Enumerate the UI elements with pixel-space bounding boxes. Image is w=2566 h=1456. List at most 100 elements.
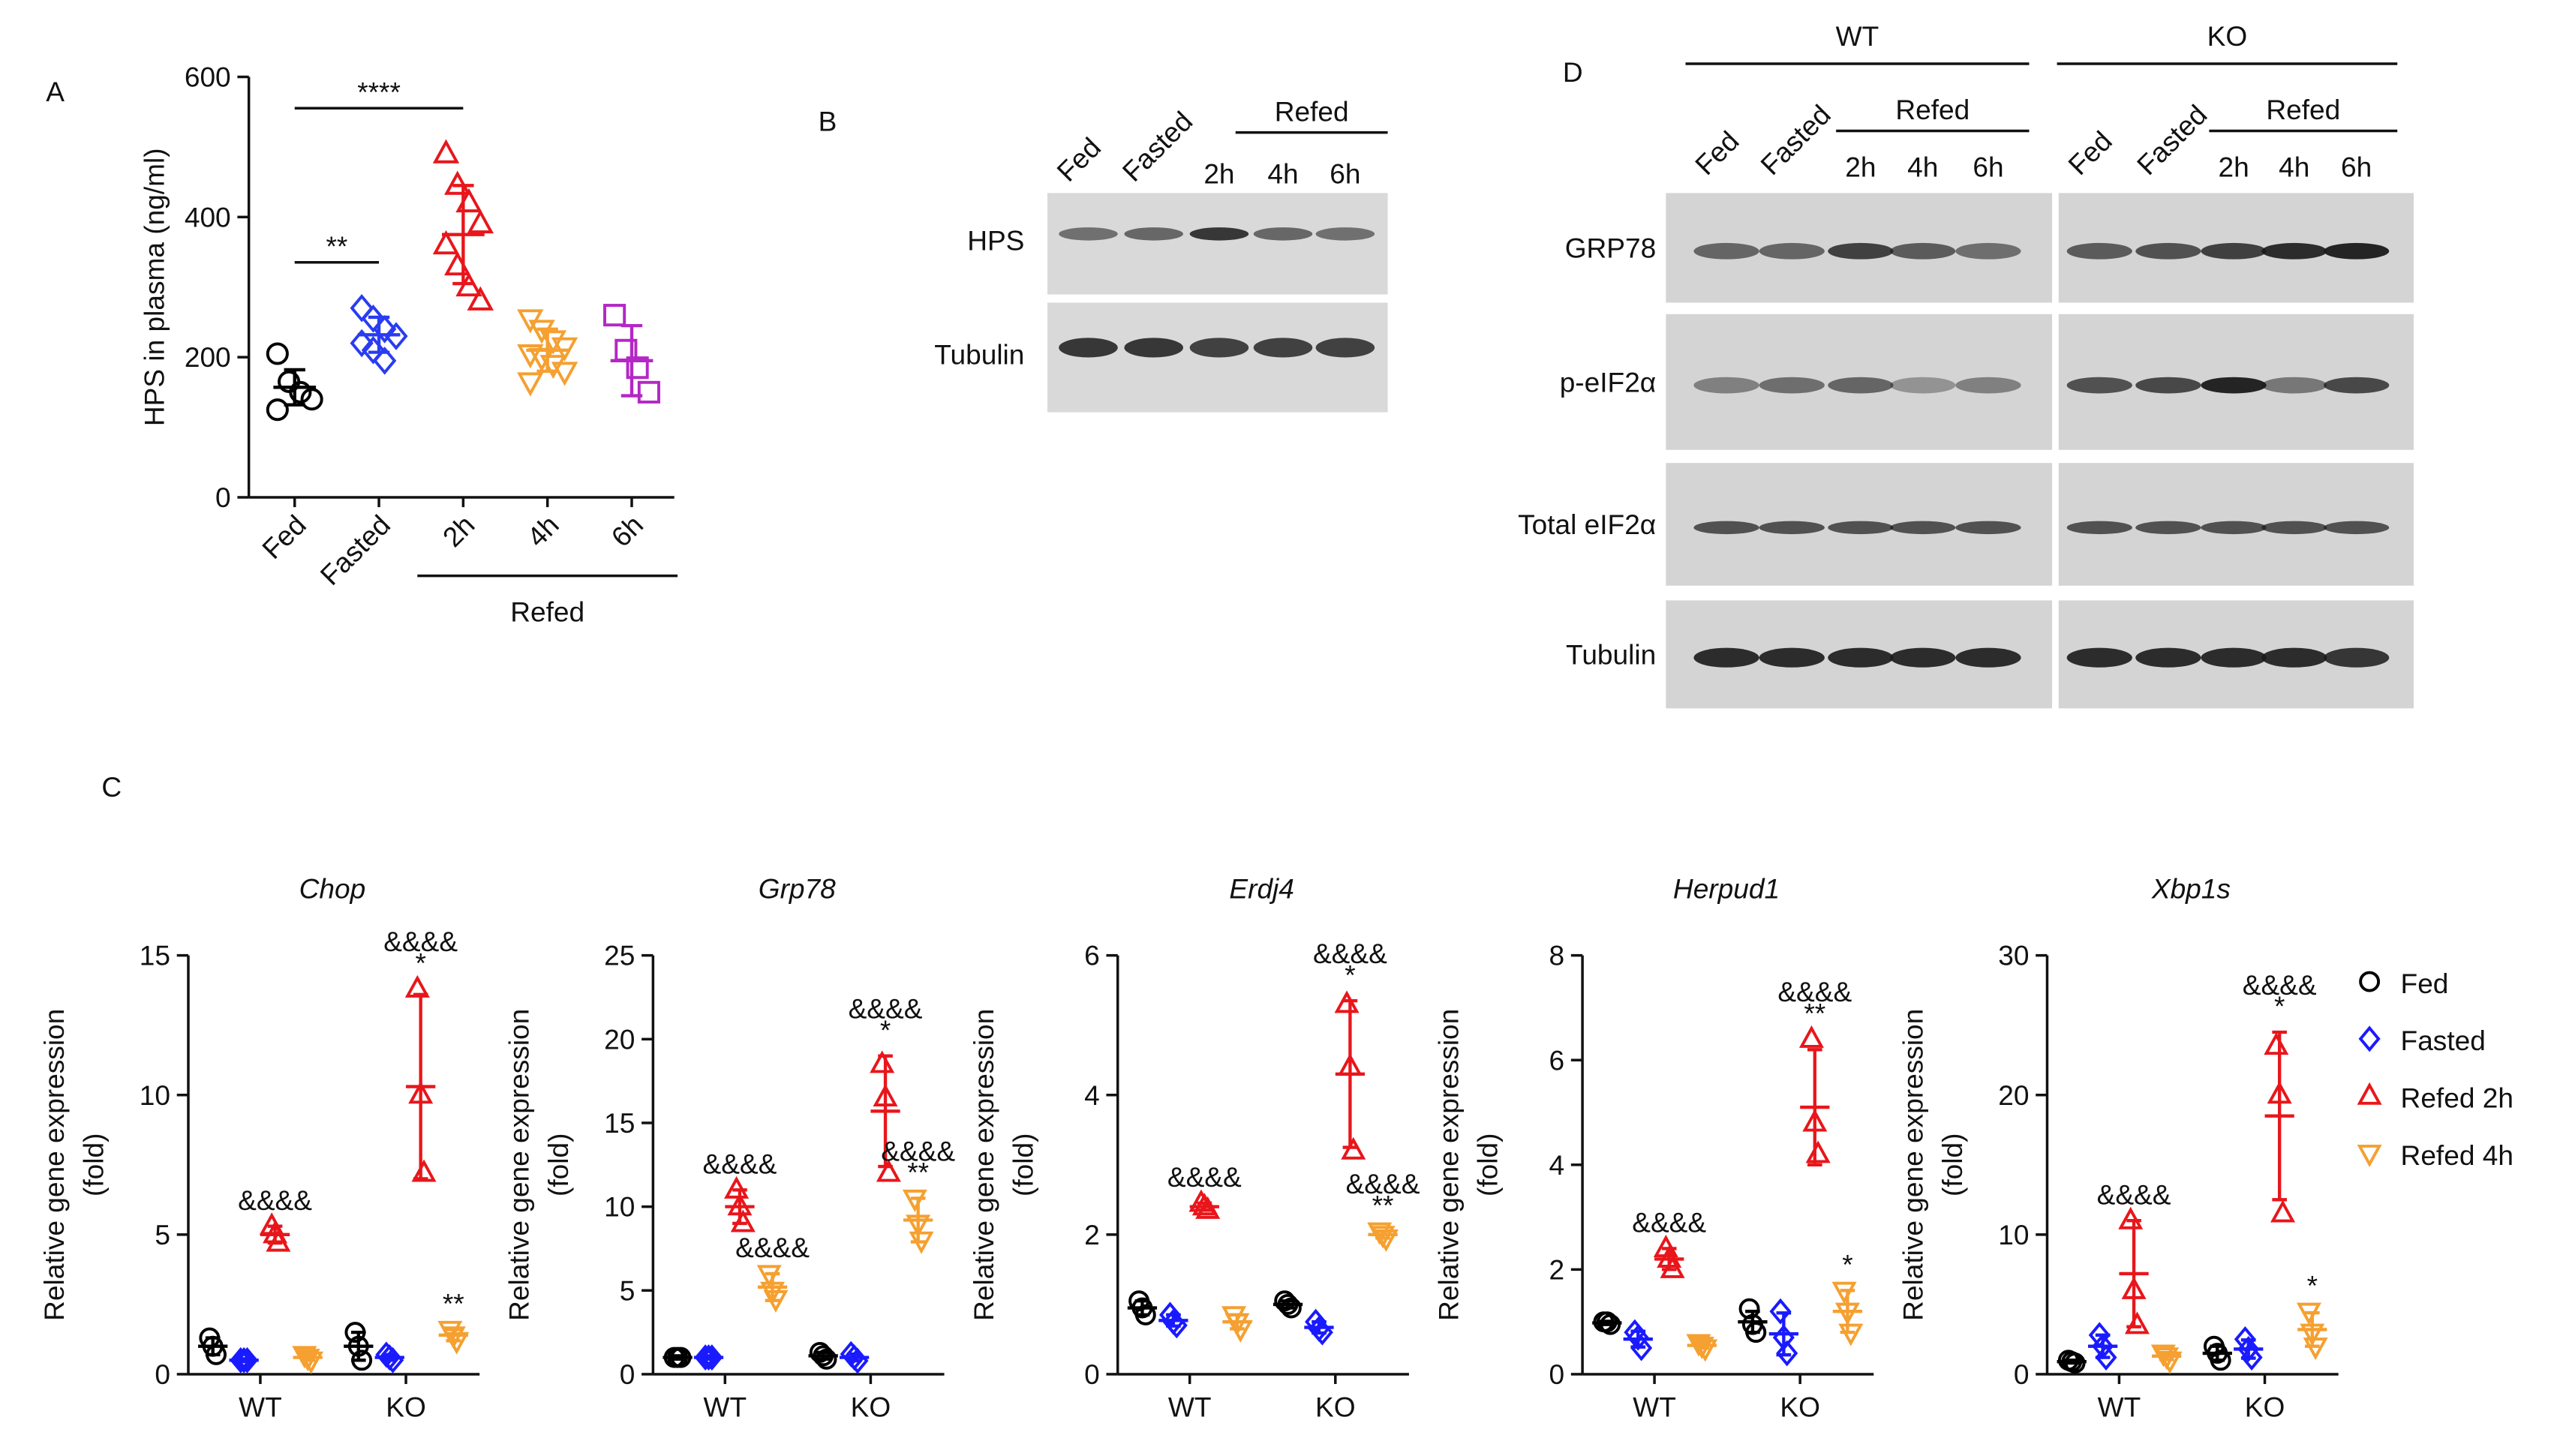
y-axis-label: Relative gene expression — [38, 1009, 70, 1321]
blot-band — [1759, 521, 1825, 535]
point — [1805, 1140, 1831, 1163]
blot-band — [1955, 521, 2021, 535]
group-label: Refed — [510, 596, 584, 628]
blot-band — [2201, 242, 2267, 260]
point — [2237, 1335, 2260, 1362]
point — [1838, 1323, 1864, 1346]
y-tick-label: 0 — [620, 1358, 635, 1390]
blot-band — [1759, 242, 1825, 260]
blot-band — [1693, 377, 1759, 394]
y-tick-label: 4 — [1549, 1149, 1564, 1181]
point — [1334, 990, 1360, 1013]
significance-label: &&&& — [1777, 976, 1852, 1007]
genotype-label: WT — [1836, 20, 1879, 52]
y-axis-label: Relative gene expression — [503, 1009, 535, 1321]
bracket-label: ** — [326, 230, 347, 262]
x-tick-label: KO — [2245, 1391, 2285, 1423]
blot-band — [2066, 521, 2132, 535]
significance-label: &&&& — [702, 1148, 777, 1179]
point — [432, 230, 460, 255]
y-tick-label: 20 — [604, 1023, 635, 1055]
blot-band — [2261, 521, 2327, 535]
y-axis-label: (fold) — [1472, 1133, 1504, 1196]
blot-band — [1253, 227, 1313, 241]
significance-label: &&&& — [1346, 1168, 1420, 1199]
point — [373, 347, 397, 375]
y-axis-label: Relative gene expression — [1432, 1009, 1464, 1321]
y-tick-label: 6 — [1549, 1044, 1564, 1076]
blot-band — [1955, 242, 2021, 260]
y-axis-label: (fold) — [542, 1133, 574, 1196]
y-tick-label: 20 — [1998, 1079, 2029, 1111]
point — [1693, 1339, 1718, 1362]
blot-band — [1189, 338, 1249, 358]
point — [236, 1346, 259, 1373]
x-tick-label: WT — [2098, 1391, 2141, 1423]
significance-label: * — [880, 1014, 891, 1046]
blot-band — [1059, 227, 1118, 241]
blot-band — [1955, 377, 2021, 394]
blot-band — [1890, 242, 1956, 260]
row-label: Tubulin — [934, 338, 1024, 370]
y-tick-label: 25 — [604, 940, 635, 971]
blot-band — [2324, 521, 2390, 535]
y-tick-label: 0 — [155, 1358, 170, 1390]
point — [1769, 1298, 1792, 1325]
y-tick-label: 10 — [604, 1191, 635, 1223]
y-tick-label: 10 — [140, 1079, 170, 1111]
row-label: Total eIF2α — [1518, 509, 1656, 540]
row-label: p-eIF2α — [1560, 366, 1657, 398]
blot-band — [1693, 521, 1759, 535]
y-tick-label: 5 — [620, 1274, 635, 1306]
point — [2118, 1206, 2144, 1229]
point — [444, 170, 471, 195]
group-label: Refed — [2266, 94, 2340, 125]
blot-band — [2135, 242, 2201, 260]
blot-band — [1890, 377, 1956, 394]
point — [467, 209, 494, 234]
point — [2124, 1311, 2150, 1334]
blot-band — [2201, 377, 2267, 394]
lane-label: 6h — [2341, 152, 2372, 183]
point — [517, 372, 544, 397]
point — [2359, 971, 2381, 992]
blot-panel — [1047, 302, 1388, 413]
chart-title: Xbp1s — [2151, 872, 2231, 904]
point — [266, 1229, 291, 1252]
point — [289, 380, 312, 404]
point — [2270, 1199, 2296, 1223]
point — [902, 1189, 927, 1212]
blot-band — [2324, 242, 2390, 260]
panel-label: D — [1563, 56, 1583, 88]
blot-band — [2135, 377, 2201, 394]
blot-band — [2066, 377, 2132, 394]
y-tick-label: 6 — [1084, 940, 1100, 971]
blot-band — [1315, 227, 1375, 241]
blot-band — [1315, 338, 1375, 358]
point — [756, 1265, 782, 1288]
point — [300, 388, 323, 411]
significance-label: &&&& — [383, 926, 458, 957]
y-tick-label: 5 — [155, 1219, 170, 1250]
blot-band — [1828, 242, 1894, 260]
blot-band — [1124, 338, 1183, 358]
blot-band — [2135, 647, 2201, 668]
blot-band — [1828, 377, 1894, 394]
panel-label: A — [46, 76, 65, 107]
blot-band — [1693, 647, 1759, 668]
point — [701, 1344, 723, 1371]
significance-label: ** — [1804, 997, 1825, 1028]
genotype-label: KO — [2207, 20, 2248, 52]
blot-band — [1759, 647, 1825, 668]
y-tick-label: 15 — [140, 940, 170, 971]
y-tick-label: 2 — [1549, 1253, 1564, 1285]
blot-band — [2135, 521, 2201, 535]
chart-title: Chop — [299, 872, 366, 904]
group-label: Refed — [1275, 95, 1349, 127]
x-tick-label: KO — [1780, 1391, 1820, 1423]
point — [467, 286, 494, 311]
point — [551, 362, 578, 386]
y-tick-label: 0 — [2014, 1358, 2030, 1390]
point — [1776, 1340, 1798, 1367]
